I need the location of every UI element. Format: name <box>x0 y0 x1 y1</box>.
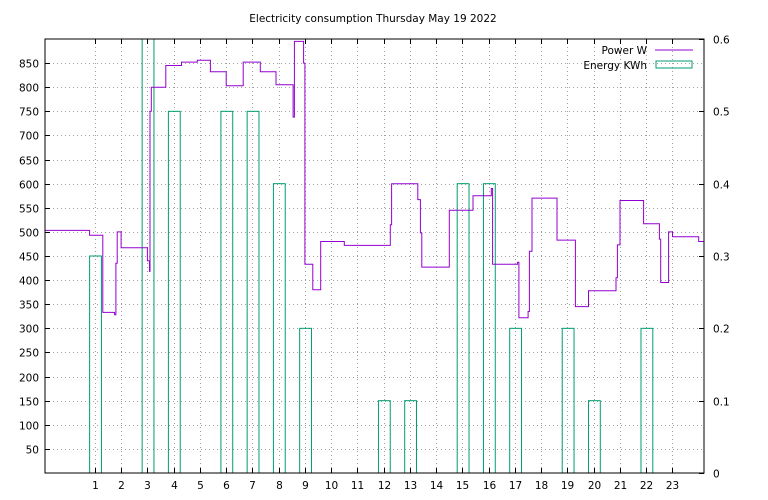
x-tick-label: 7 <box>249 480 256 492</box>
x-tick-label: 1 <box>92 480 99 492</box>
legend-swatch-energy <box>655 60 693 69</box>
legend-label-energy: Energy KWh <box>583 60 647 72</box>
x-tick-label: 20 <box>588 480 601 492</box>
energy-bar <box>167 110 181 474</box>
y-right-tick-label: 0.3 <box>713 252 730 264</box>
y-left-tick-label: 200 <box>19 373 39 385</box>
x-tick-label: 15 <box>456 480 469 492</box>
y-right-tick-label: 0 <box>713 469 720 481</box>
y-left-tick-label: 350 <box>19 300 39 312</box>
y-left-tick-label: 500 <box>19 228 39 240</box>
y-left-tick-label: 450 <box>19 252 39 264</box>
y-left-tick-label: 250 <box>19 348 39 360</box>
y-left-tick-label: 600 <box>19 180 39 192</box>
x-tick-label: 13 <box>404 480 417 492</box>
energy-bar <box>220 110 234 474</box>
y-left-tick-label: 100 <box>19 421 39 433</box>
energy-bar <box>456 183 470 474</box>
y-right-tick-label: 0.6 <box>713 35 730 47</box>
y-right-tick-label: 0.4 <box>713 180 730 192</box>
chart-title: Electricity consumption Thursday May 19 … <box>249 13 496 25</box>
x-tick-label: 22 <box>640 480 653 492</box>
y-left-tick-label: 400 <box>19 276 39 288</box>
y-left-tick-label: 150 <box>19 397 39 409</box>
legend-label-power: Power W <box>602 45 648 57</box>
y-left-tick-label: 50 <box>26 445 39 457</box>
y-left-tick-label: 850 <box>19 59 39 71</box>
x-tick-label: 17 <box>509 480 522 492</box>
power-series-line <box>45 40 704 319</box>
energy-bar <box>561 327 575 474</box>
x-tick-label: 5 <box>197 480 204 492</box>
y-right-tick-label: 0.5 <box>713 107 730 119</box>
y-left-tick-label: 750 <box>19 107 39 119</box>
power-line <box>45 40 704 319</box>
y-right-tick-labels: 0 0.1 0.2 0.3 0.4 0.5 0.6 <box>713 35 730 481</box>
y-right-tick-label: 0.2 <box>713 324 730 336</box>
x-tick-label: 12 <box>378 480 391 492</box>
x-tick-label: 4 <box>171 480 178 492</box>
energy-bar <box>246 110 260 474</box>
x-tick-labels: 1 2 3 4 5 6 7 8 9 10 11 12 13 14 15 16 17 18 19 20 21 22 23 <box>92 480 679 492</box>
y-left-tick-label: 550 <box>19 204 39 216</box>
y-left-tick-labels: 50 100 150 200 250 300 350 400 450 500 550 600 650 70… <box>19 59 39 457</box>
x-tick-label: 8 <box>276 480 283 492</box>
x-tick-label: 19 <box>561 480 574 492</box>
y-left-tick-label: 700 <box>19 131 39 143</box>
x-tick-label: 16 <box>483 480 497 492</box>
x-tick-label: 9 <box>302 480 309 492</box>
energy-bar <box>141 38 155 474</box>
x-tick-label: 2 <box>118 480 125 492</box>
y-left-tick-label: 800 <box>19 83 39 95</box>
y-right-tick-label: 0.1 <box>713 397 730 409</box>
y-left-tick-label: 300 <box>19 324 39 336</box>
x-tick-label: 3 <box>144 480 151 492</box>
axis-ticks <box>45 39 704 474</box>
x-tick-label: 11 <box>351 480 364 492</box>
x-tick-label: 23 <box>666 480 679 492</box>
x-tick-label: 6 <box>223 480 230 492</box>
energy-bar <box>89 255 102 474</box>
x-tick-label: 14 <box>430 480 444 492</box>
x-tick-label: 18 <box>535 480 548 492</box>
legend: Power W Energy KWh <box>583 45 693 72</box>
y-left-tick-label: 650 <box>19 156 39 168</box>
grid <box>45 39 704 473</box>
x-tick-label: 21 <box>614 480 627 492</box>
x-tick-label: 10 <box>325 480 338 492</box>
